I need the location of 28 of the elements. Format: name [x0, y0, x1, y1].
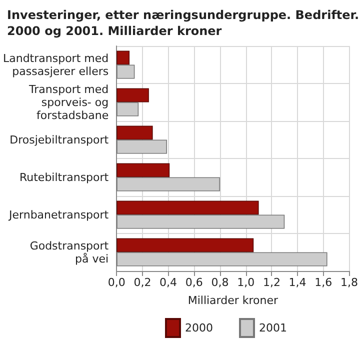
- y-tick-label: Transport med sporveis- og forstadsbane: [28, 82, 109, 122]
- bar: [116, 200, 259, 215]
- x-tick-label: 0,4: [160, 276, 178, 289]
- x-tick-label: 1,2: [262, 276, 280, 289]
- bar: [116, 88, 149, 102]
- x-tick-label: 0,8: [211, 276, 229, 289]
- bar: [116, 102, 139, 116]
- x-tick-label: 1,6: [314, 276, 332, 289]
- y-tick-label: Rutebiltransport: [19, 170, 110, 184]
- y-tick-label: Landtransport med passasjerer ellers: [2, 52, 109, 78]
- bar: [116, 238, 254, 252]
- x-tick-label: 1,8: [340, 276, 358, 289]
- x-axis-title: Milliarder kroner: [188, 294, 279, 307]
- x-tick-label: 0,0: [108, 276, 126, 289]
- y-tick-label: Drosjebiltransport: [10, 133, 110, 146]
- x-tick-label: 0,6: [185, 276, 203, 289]
- legend-label: 2001: [258, 322, 287, 334]
- x-tick-label: 1,4: [288, 276, 306, 289]
- y-tick-label: Godstransport på vei: [30, 239, 110, 266]
- bar: [116, 50, 130, 65]
- bar: [116, 126, 153, 140]
- chart-title: Investeringer, etter næringsundergruppe. Bedrifter. 2000 og 2001. Milliarder kroner: [7, 8, 360, 38]
- y-tick-label: Jernbanetransport: [8, 208, 110, 222]
- x-tick-label: 1,0: [237, 276, 255, 289]
- x-tick-label: 0,2: [134, 276, 152, 289]
- legend-label: 2000: [185, 322, 213, 334]
- bar: [116, 64, 135, 79]
- bar: [116, 163, 170, 178]
